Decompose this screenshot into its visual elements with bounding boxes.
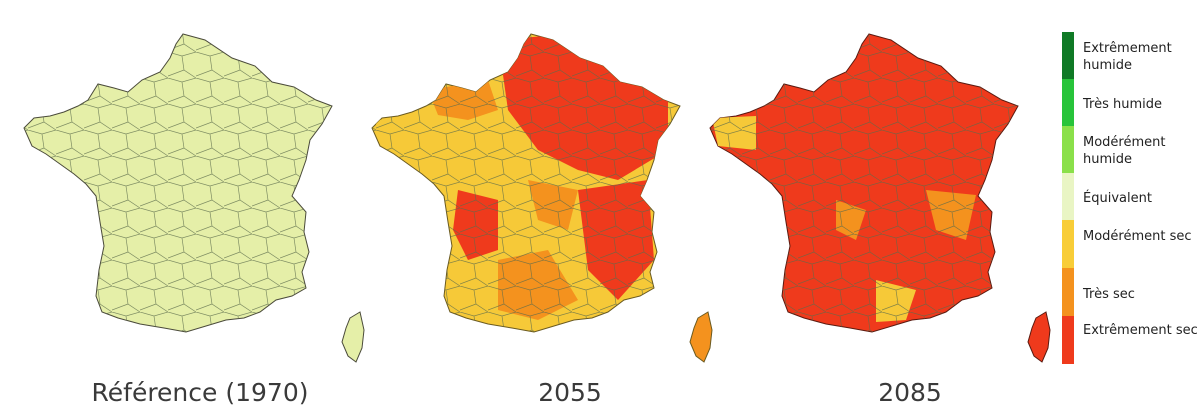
legend-label-very-dry: Très sec — [1083, 287, 1135, 302]
drought-zones — [372, 34, 680, 332]
drought-zones — [710, 34, 1018, 332]
legend-color-bar — [1062, 32, 1074, 364]
legend-label-very-wet: Très humide — [1083, 97, 1162, 112]
map-2085 — [686, 0, 1066, 370]
legend-label-extremely-dry: Extrêmement sec — [1083, 323, 1198, 338]
legend-swatch — [1062, 316, 1074, 364]
legend-label-extremely-wet: Extrêmement humide — [1083, 41, 1172, 73]
legend-label-moderately-dry: Modérément sec — [1083, 229, 1192, 244]
legend-label-moderately-wet: Modérément humide — [1083, 135, 1166, 167]
map-2055 — [348, 0, 728, 370]
legend-label-equivalent: Équivalent — [1083, 191, 1152, 206]
legend-swatch — [1062, 126, 1074, 173]
caption-2055: 2055 — [538, 378, 602, 407]
legend: Extrêmement humide Très humide Modérémen… — [1062, 32, 1200, 364]
caption-2085: 2085 — [878, 378, 942, 407]
department-borders — [24, 34, 332, 332]
legend-swatch — [1062, 79, 1074, 126]
legend-swatch — [1062, 220, 1074, 268]
map-reference — [0, 0, 380, 370]
legend-swatch — [1062, 268, 1074, 316]
caption-reference: Référence (1970) — [91, 378, 309, 407]
legend-swatch — [1062, 173, 1074, 220]
legend-swatch — [1062, 32, 1074, 79]
